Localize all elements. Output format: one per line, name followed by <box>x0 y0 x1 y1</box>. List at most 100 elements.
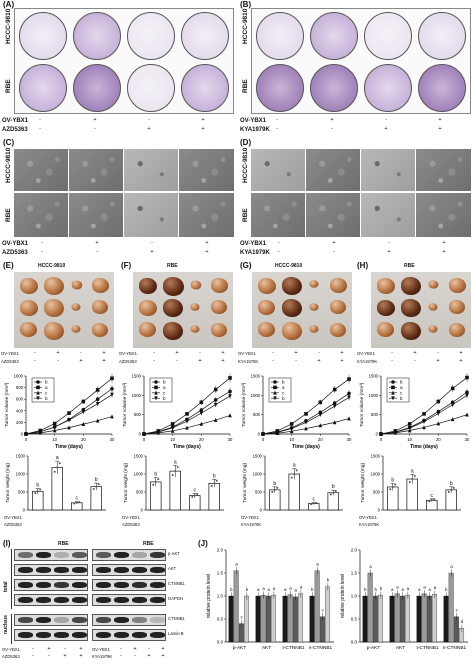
data-point <box>261 432 265 437</box>
data-point <box>391 390 395 395</box>
panel-d-label: (D) <box>240 138 252 147</box>
data-point <box>332 387 337 392</box>
data-point <box>174 470 177 473</box>
a-drug-label: AZD5363 <box>2 127 28 133</box>
sign: - <box>41 240 43 246</box>
data-point <box>210 485 213 488</box>
y-axis-label: Tumor volume (mm³) <box>122 382 128 427</box>
data-point <box>36 396 40 401</box>
micrograph <box>361 149 415 191</box>
tumor-image-f <box>133 272 233 348</box>
significance-letter: a <box>295 588 298 593</box>
y-axis-label: Tumor volume (mm³) <box>359 382 365 427</box>
data-point <box>332 404 337 409</box>
significance-letter: a <box>293 463 296 469</box>
data-point <box>185 419 189 424</box>
x-tick-label: 10 <box>407 437 412 442</box>
blot-title-left: RBE <box>58 541 69 547</box>
bar <box>32 490 44 511</box>
data-point <box>329 493 332 496</box>
legend-label: a <box>45 385 48 390</box>
bar <box>233 570 239 643</box>
data-point <box>81 421 86 426</box>
colony-dish <box>73 64 121 112</box>
tumor <box>428 280 439 289</box>
blot-band <box>132 567 147 573</box>
category-label: p-AKT <box>367 645 381 651</box>
y-tick-label: 400 <box>16 408 24 413</box>
blot-band <box>150 552 165 558</box>
b-drug-label: KYA1979K <box>240 127 270 133</box>
data-point <box>81 399 86 404</box>
wg-drug-label: KYA1979K <box>241 522 262 527</box>
sign: + <box>79 646 83 652</box>
tumor <box>377 300 395 316</box>
sign: - <box>391 350 393 356</box>
data-point <box>334 489 337 492</box>
sign: + <box>384 126 388 132</box>
blot-band <box>18 597 33 603</box>
significance-letter: b <box>311 587 314 592</box>
tumor <box>190 325 200 333</box>
colony-plate-a <box>14 8 234 114</box>
tumor <box>258 278 276 294</box>
micrograph <box>306 193 360 237</box>
data-point <box>156 430 161 435</box>
data-point <box>293 473 296 475</box>
data-point <box>24 432 28 437</box>
tumor <box>401 277 421 295</box>
tumor <box>20 322 37 337</box>
sign: - <box>80 350 82 356</box>
c-row-hccc: HCCC-9810 <box>5 147 12 183</box>
sign: + <box>102 358 106 364</box>
blot-band <box>114 567 129 573</box>
data-point <box>213 417 218 422</box>
tumor <box>44 277 64 295</box>
blot-band <box>36 582 51 588</box>
sign: - <box>388 240 390 246</box>
blot-band <box>72 552 87 558</box>
significance-letter: a <box>429 587 432 592</box>
wh-ov-label: OV-YBX1 <box>359 515 377 520</box>
y-tick-label: 1500 <box>16 454 26 459</box>
legend-label: b <box>282 396 285 401</box>
bar <box>238 623 244 643</box>
tumor <box>92 323 108 337</box>
legend-label: b <box>163 380 166 385</box>
significance-letter: a <box>369 564 372 569</box>
data-point <box>75 501 78 504</box>
sign: + <box>442 249 446 255</box>
blot-strip <box>92 549 166 561</box>
sign: - <box>48 653 50 659</box>
growth-chart-f: 0 500 1000 1500 0 10 20 30 Time (days) Tumor volu… <box>122 373 233 450</box>
sign: - <box>295 358 297 364</box>
growth-chart-e: 0 200 400 600 800 1000 0 10 20 30 Time (days) Tumor… <box>4 374 115 451</box>
tumor <box>92 278 109 293</box>
sign: - <box>272 358 274 364</box>
data-point <box>289 429 294 434</box>
data-point <box>142 432 146 437</box>
colony-dish <box>181 64 229 112</box>
bar <box>394 593 400 643</box>
blot-band <box>114 632 129 638</box>
blot-band <box>54 567 69 573</box>
legend-label: c <box>45 390 48 395</box>
category-label: AKT <box>262 645 271 651</box>
y-tick-label: 0 <box>21 432 24 437</box>
data-point <box>304 412 308 416</box>
sign: + <box>438 117 442 123</box>
sign: - <box>276 117 278 123</box>
sign: - <box>32 646 34 652</box>
data-point <box>95 485 98 488</box>
significance-letter: a <box>411 468 414 474</box>
data-point <box>332 491 335 494</box>
blot-band <box>96 617 111 623</box>
y-tick-label: 500 <box>255 490 263 495</box>
y-tick-label: 0 <box>258 432 261 437</box>
f-ov-label: OV-YBX1 <box>119 351 137 356</box>
sign: - <box>120 653 122 659</box>
data-point <box>185 412 189 416</box>
protein-chart-left: 0.0 0.5 1.0 1.5 2.0 relative protein level b a c… <box>206 548 334 651</box>
data-point <box>157 478 160 481</box>
data-point <box>170 426 175 431</box>
